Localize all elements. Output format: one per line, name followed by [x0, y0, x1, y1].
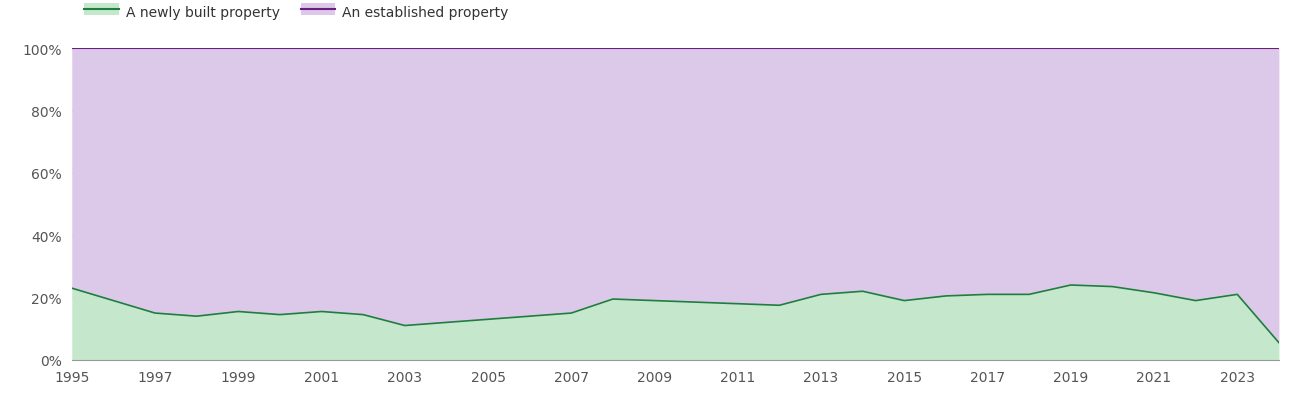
- Legend: A newly built property, An established property: A newly built property, An established p…: [78, 0, 514, 25]
